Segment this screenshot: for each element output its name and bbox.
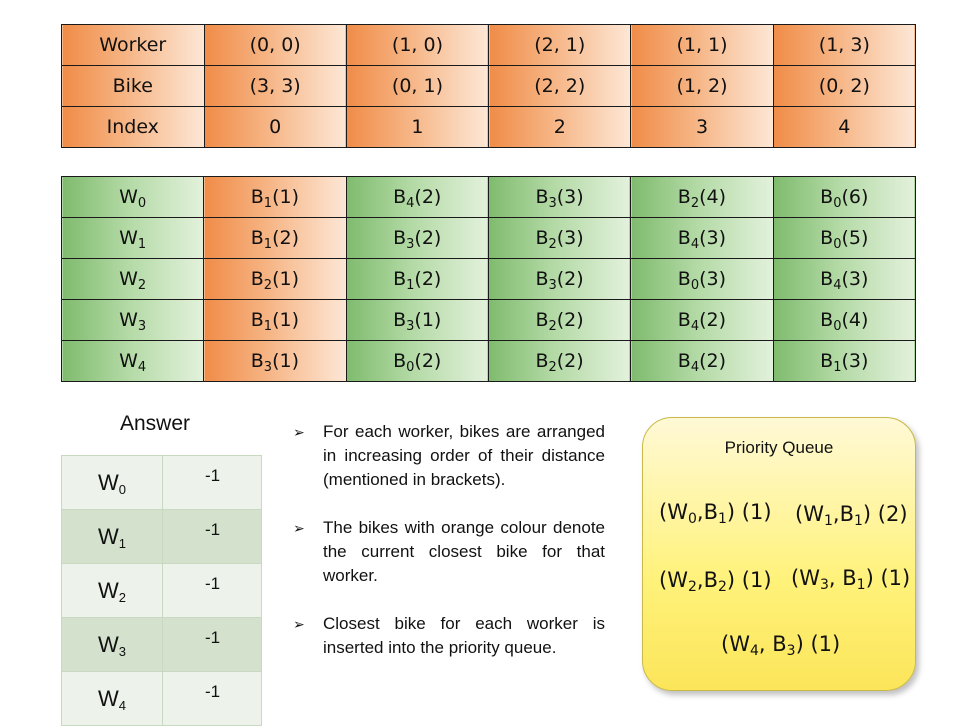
bike-cell: B0(5) bbox=[772, 217, 917, 259]
bike-cell: B4(3) bbox=[772, 258, 917, 300]
bike-cell: B1(3) bbox=[772, 340, 917, 382]
answer-value: -1 bbox=[162, 509, 262, 564]
queue-entry: (W3, B1) (1) bbox=[791, 566, 911, 593]
arrow-bullet-icon: ➢ bbox=[293, 424, 305, 440]
bike-cell: B1(2) bbox=[345, 258, 489, 300]
table-cell: (2, 2) bbox=[488, 65, 632, 107]
table-cell: (1, 0) bbox=[345, 24, 490, 66]
bike-cell: B4(3) bbox=[630, 217, 774, 259]
answer-title: Answer bbox=[120, 412, 191, 435]
table-cell: 3 bbox=[630, 106, 774, 148]
worker-bike-preference-table: W0 B1(1) B4(2) B3(3) B2(4) B0(6) W1 B1(2) B3(2) B… bbox=[60, 176, 917, 382]
note-item: ➢ For each worker, bikes are arranged in… bbox=[293, 420, 605, 492]
worker-label: W1 bbox=[60, 217, 205, 259]
arrow-bullet-icon: ➢ bbox=[293, 520, 305, 536]
table-cell: (0, 1) bbox=[345, 65, 490, 107]
answer-value: -1 bbox=[162, 671, 262, 726]
bike-cell: B4(2) bbox=[630, 340, 774, 382]
table-row: W1 B1(2) B3(2) B2(3) B4(3) B0(5) bbox=[60, 217, 917, 259]
table-row: Bike (3, 3) (0, 1) (2, 2) (1, 2) (0, 2) bbox=[61, 65, 917, 107]
table-row: W0 B1(1) B4(2) B3(3) B2(4) B0(6) bbox=[60, 176, 917, 218]
answer-worker: W3 bbox=[61, 617, 163, 672]
worker-label: W0 bbox=[60, 176, 205, 218]
table-cell: (0, 0) bbox=[203, 24, 347, 66]
answer-row: W2 -1 bbox=[61, 563, 262, 618]
note-text: For each worker, bikes are arranged in i… bbox=[323, 422, 605, 489]
table-row: Worker (0, 0) (1, 0) (2, 1) (1, 1) (1, 3… bbox=[61, 24, 917, 66]
note-text: The bikes with orange colour denote the … bbox=[323, 518, 605, 585]
bike-cell: B0(2) bbox=[345, 340, 489, 382]
bike-cell: B2(2) bbox=[487, 299, 632, 341]
bike-cell: B3(2) bbox=[345, 217, 489, 259]
table-row: W3 B1(1) B3(1) B2(2) B4(2) B0(4) bbox=[60, 299, 917, 341]
queue-entry: (W4, B3) (1) bbox=[721, 632, 841, 659]
answer-row: W0 -1 bbox=[61, 455, 262, 510]
table-cell: 0 bbox=[203, 106, 347, 148]
answer-value: -1 bbox=[162, 563, 262, 618]
arrow-bullet-icon: ➢ bbox=[293, 616, 305, 632]
table-row: Index 0 1 2 3 4 bbox=[61, 106, 917, 148]
answer-row: W4 -1 bbox=[61, 671, 262, 726]
note-item: ➢ Closest bike for each worker is insert… bbox=[293, 612, 605, 660]
answer-worker: W0 bbox=[61, 455, 163, 510]
answer-worker: W4 bbox=[61, 671, 163, 726]
table-cell: (1, 1) bbox=[630, 24, 774, 66]
table-cell: 2 bbox=[488, 106, 632, 148]
table-row: W4 B3(1) B0(2) B2(2) B4(2) B1(3) bbox=[60, 340, 917, 382]
bike-cell: B0(6) bbox=[772, 176, 917, 218]
bike-cell: B2(4) bbox=[630, 176, 774, 218]
worker-bike-coordinates-table: Worker (0, 0) (1, 0) (2, 1) (1, 1) (1, 3… bbox=[61, 24, 917, 148]
note-text: Closest bike for each worker is inserted… bbox=[323, 614, 605, 657]
note-item: ➢ The bikes with orange colour denote th… bbox=[293, 516, 605, 588]
notes-list: ➢ For each worker, bikes are arranged in… bbox=[293, 420, 605, 684]
table-cell: (1, 3) bbox=[772, 24, 917, 66]
table-cell: (1, 2) bbox=[630, 65, 774, 107]
queue-entry: (W2,B2) (1) bbox=[659, 568, 772, 595]
row-header-bike: Bike bbox=[61, 65, 205, 107]
bike-cell: B3(2) bbox=[487, 258, 632, 300]
bike-cell: B2(3) bbox=[487, 217, 632, 259]
worker-label: W4 bbox=[60, 340, 205, 382]
worker-label: W3 bbox=[60, 299, 205, 341]
table-cell: 1 bbox=[345, 106, 490, 148]
bike-cell: B0(3) bbox=[630, 258, 774, 300]
worker-label: W2 bbox=[60, 258, 205, 300]
table-row: W2 B2(1) B1(2) B3(2) B0(3) B4(3) bbox=[60, 258, 917, 300]
priority-queue-title: Priority Queue bbox=[724, 438, 834, 457]
table-cell: 4 bbox=[772, 106, 917, 148]
table-cell: (3, 3) bbox=[203, 65, 347, 107]
bike-cell: B0(4) bbox=[772, 299, 917, 341]
table-cell: (0, 2) bbox=[772, 65, 917, 107]
answer-row: W3 -1 bbox=[61, 617, 262, 672]
row-header-index: Index bbox=[61, 106, 205, 148]
queue-entry: (W0,B1) (1) bbox=[659, 500, 772, 527]
closest-bike-cell: B2(1) bbox=[203, 258, 347, 300]
bike-cell: B3(1) bbox=[345, 299, 489, 341]
closest-bike-cell: B1(1) bbox=[203, 299, 347, 341]
queue-entry: (W1,B1) (2) bbox=[795, 502, 908, 529]
answer-value: -1 bbox=[162, 455, 262, 510]
bike-cell: B3(3) bbox=[487, 176, 632, 218]
answer-table: W0 -1 W1 -1 W2 -1 W3 -1 W4 -1 bbox=[61, 455, 262, 726]
answer-worker: W2 bbox=[61, 563, 163, 618]
row-header-worker: Worker bbox=[61, 24, 205, 66]
closest-bike-cell: B1(1) bbox=[203, 176, 347, 218]
bike-cell: B4(2) bbox=[630, 299, 774, 341]
priority-queue-box: Priority Queue (W0,B1) (1) (W1,B1) (2) (… bbox=[642, 417, 916, 691]
bike-cell: B4(2) bbox=[345, 176, 489, 218]
closest-bike-cell: B3(1) bbox=[203, 340, 347, 382]
answer-value: -1 bbox=[162, 617, 262, 672]
answer-worker: W1 bbox=[61, 509, 163, 564]
answer-row: W1 -1 bbox=[61, 509, 262, 564]
closest-bike-cell: B1(2) bbox=[203, 217, 347, 259]
bike-cell: B2(2) bbox=[487, 340, 632, 382]
table-cell: (2, 1) bbox=[488, 24, 632, 66]
